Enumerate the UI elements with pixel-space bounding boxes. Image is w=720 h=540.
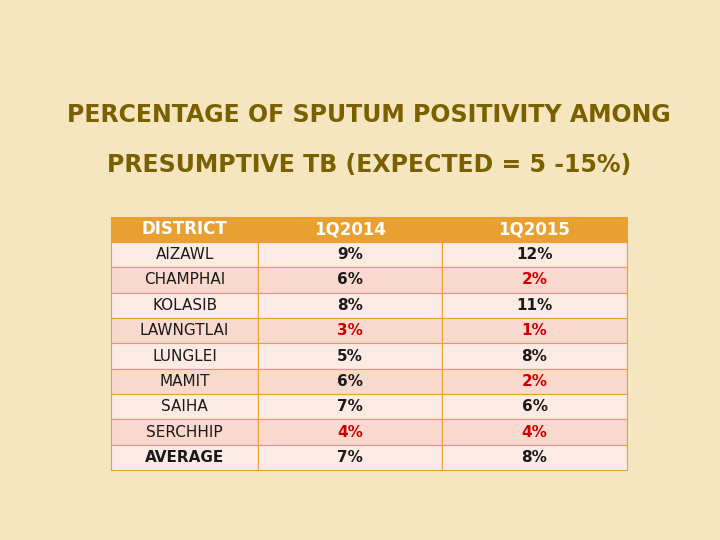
FancyBboxPatch shape (111, 267, 258, 293)
FancyBboxPatch shape (442, 267, 627, 293)
Text: MAMIT: MAMIT (159, 374, 210, 389)
Text: 5%: 5% (337, 348, 363, 363)
Text: 4%: 4% (337, 424, 363, 440)
FancyBboxPatch shape (258, 343, 442, 369)
Text: 7%: 7% (337, 399, 363, 414)
Text: 8%: 8% (337, 298, 363, 313)
Text: AIZAWL: AIZAWL (156, 247, 214, 262)
Text: 3%: 3% (337, 323, 363, 338)
Text: 2%: 2% (521, 273, 547, 287)
Text: SERCHHIP: SERCHHIP (146, 424, 223, 440)
Text: 9%: 9% (337, 247, 363, 262)
FancyBboxPatch shape (258, 242, 442, 267)
Text: 6%: 6% (337, 374, 363, 389)
FancyBboxPatch shape (258, 217, 442, 242)
Text: 2%: 2% (521, 374, 547, 389)
FancyBboxPatch shape (111, 343, 258, 369)
Text: LAWNGTLAI: LAWNGTLAI (140, 323, 230, 338)
FancyBboxPatch shape (442, 420, 627, 445)
FancyBboxPatch shape (442, 369, 627, 394)
FancyBboxPatch shape (111, 293, 258, 318)
FancyBboxPatch shape (111, 394, 258, 420)
Text: 12%: 12% (516, 247, 553, 262)
FancyBboxPatch shape (258, 420, 442, 445)
FancyBboxPatch shape (111, 445, 258, 470)
Text: PRESUMPTIVE TB (EXPECTED = 5 -15%): PRESUMPTIVE TB (EXPECTED = 5 -15%) (107, 153, 631, 177)
FancyBboxPatch shape (111, 217, 258, 242)
Text: 7%: 7% (337, 450, 363, 465)
FancyBboxPatch shape (442, 242, 627, 267)
Text: SAIHA: SAIHA (161, 399, 208, 414)
Text: LUNGLEI: LUNGLEI (152, 348, 217, 363)
Text: 4%: 4% (521, 424, 547, 440)
FancyBboxPatch shape (442, 445, 627, 470)
Text: 6%: 6% (337, 273, 363, 287)
FancyBboxPatch shape (111, 242, 258, 267)
FancyBboxPatch shape (258, 394, 442, 420)
FancyBboxPatch shape (258, 293, 442, 318)
FancyBboxPatch shape (111, 318, 258, 343)
FancyBboxPatch shape (442, 343, 627, 369)
FancyBboxPatch shape (111, 369, 258, 394)
FancyBboxPatch shape (442, 217, 627, 242)
Text: 11%: 11% (516, 298, 553, 313)
FancyBboxPatch shape (258, 369, 442, 394)
Text: AVERAGE: AVERAGE (145, 450, 225, 465)
Text: 1%: 1% (521, 323, 547, 338)
Text: KOLASIB: KOLASIB (152, 298, 217, 313)
Text: 6%: 6% (521, 399, 547, 414)
FancyBboxPatch shape (111, 420, 258, 445)
FancyBboxPatch shape (258, 445, 442, 470)
FancyBboxPatch shape (258, 267, 442, 293)
Text: 1Q2015: 1Q2015 (498, 220, 570, 238)
FancyBboxPatch shape (442, 394, 627, 420)
Text: CHAMPHAI: CHAMPHAI (144, 273, 225, 287)
Text: 8%: 8% (521, 348, 547, 363)
Text: 8%: 8% (521, 450, 547, 465)
FancyBboxPatch shape (442, 318, 627, 343)
Text: DISTRICT: DISTRICT (142, 220, 228, 238)
Text: 1Q2014: 1Q2014 (314, 220, 386, 238)
FancyBboxPatch shape (442, 293, 627, 318)
FancyBboxPatch shape (258, 318, 442, 343)
Text: PERCENTAGE OF SPUTUM POSITIVITY AMONG: PERCENTAGE OF SPUTUM POSITIVITY AMONG (67, 103, 671, 127)
